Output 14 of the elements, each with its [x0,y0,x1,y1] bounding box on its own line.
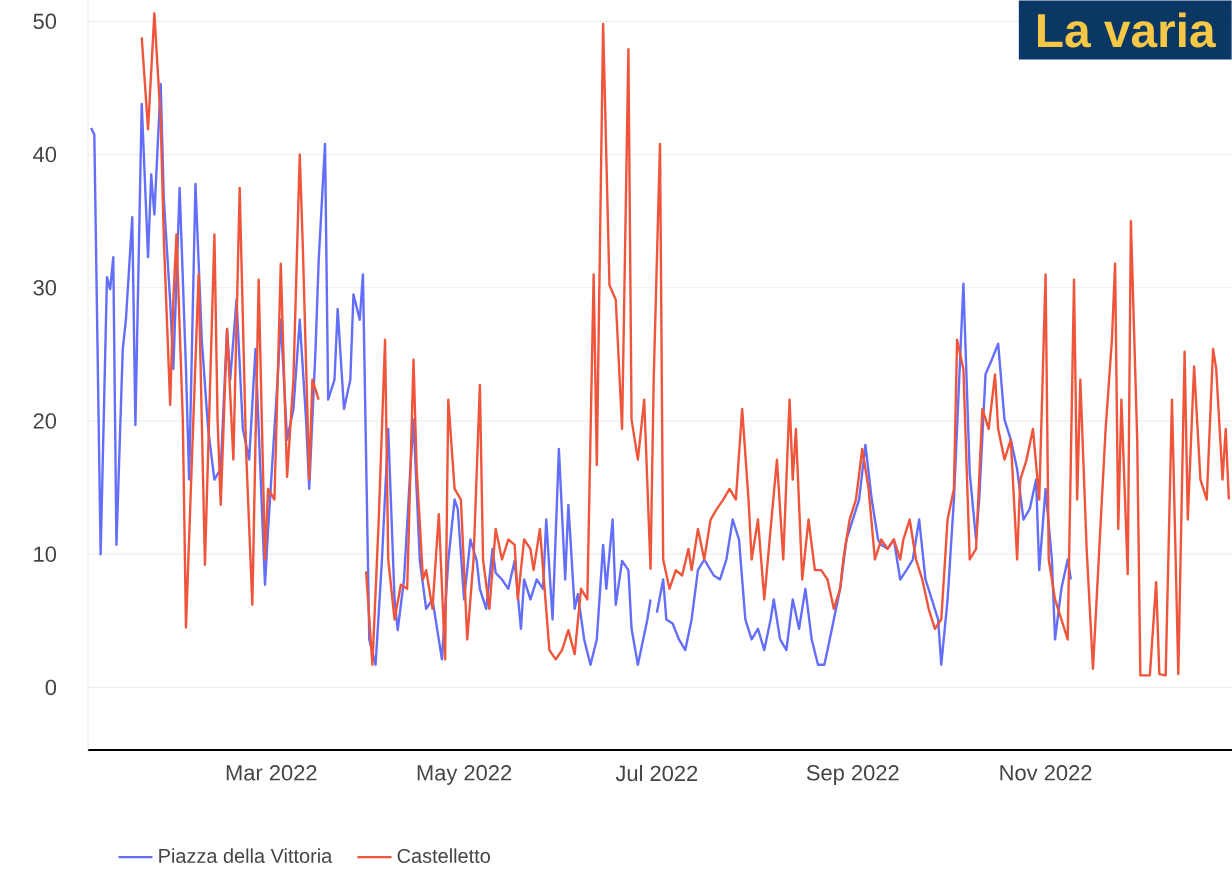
x-tick-label: Nov 2022 [1000,765,1092,781]
y-tick-label: 20 [33,413,57,429]
legend-label: Piazza della Vittoria [159,848,333,863]
y-tick-label: 10 [34,546,57,562]
y-tick-label: 40 [33,146,57,163]
legend-label: Castelletto [397,848,490,863]
x-tick-label: Jul 2022 [615,765,698,782]
x-tick-label: Mar 2022 [226,765,317,781]
y-tick-label: 50 [33,13,57,30]
x-tick-label: Sep 2022 [806,765,899,785]
y-tick-label: 0 [45,679,57,696]
chart-title: La varia [1038,12,1216,48]
y-tick-label: 30 [33,280,57,296]
x-tick-label: May 2022 [417,765,512,785]
